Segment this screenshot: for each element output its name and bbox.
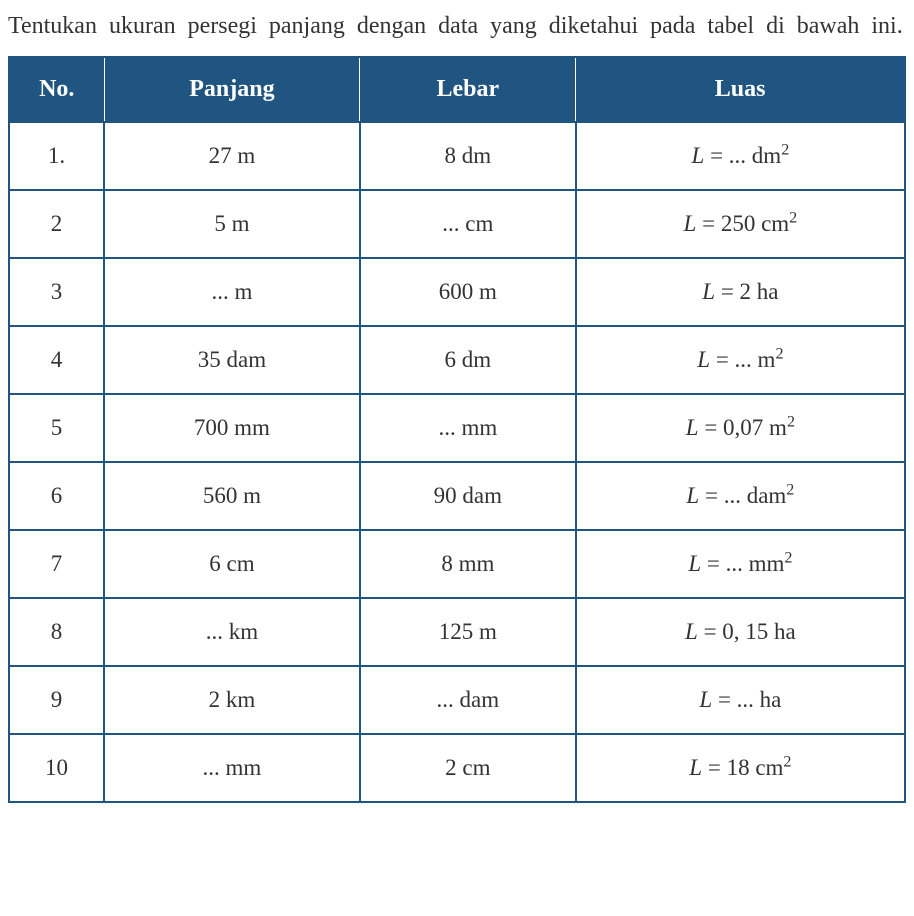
col-header-luas: Luas [576,57,905,122]
cell-lebar: 6 dm [360,326,576,394]
table-row: 435 dam6 dmL = ... m2 [9,326,905,394]
cell-lebar: 600 m [360,258,576,326]
cell-lebar: 90 dam [360,462,576,530]
table-row: 76 cm8 mmL = ... mm2 [9,530,905,598]
cell-panjang: ... km [104,598,360,666]
cell-no: 3 [9,258,104,326]
table-row: 8... km125 mL = 0, 15 ha [9,598,905,666]
cell-lebar: ... cm [360,190,576,258]
cell-lebar: ... dam [360,666,576,734]
table-row: 92 km... damL = ... ha [9,666,905,734]
cell-no: 2 [9,190,104,258]
cell-luas: L = ... mm2 [576,530,905,598]
cell-panjang: 6 cm [104,530,360,598]
cell-lebar: 2 cm [360,734,576,802]
cell-panjang: 35 dam [104,326,360,394]
cell-panjang: 5 m [104,190,360,258]
cell-no: 5 [9,394,104,462]
cell-lebar: 8 mm [360,530,576,598]
cell-luas: L = ... ha [576,666,905,734]
cell-no: 4 [9,326,104,394]
cell-panjang: 700 mm [104,394,360,462]
cell-lebar: 125 m [360,598,576,666]
cell-panjang: 560 m [104,462,360,530]
cell-luas: L = ... m2 [576,326,905,394]
table-row: 3... m600 mL = 2 ha [9,258,905,326]
table-header-row: No. Panjang Lebar Luas [9,57,905,122]
table-row: 25 m... cmL = 250 cm2 [9,190,905,258]
cell-luas: L = 2 ha [576,258,905,326]
cell-panjang: ... mm [104,734,360,802]
cell-no: 10 [9,734,104,802]
cell-lebar: 8 dm [360,122,576,190]
table-body: 1.27 m8 dmL = ... dm225 m... cmL = 250 c… [9,122,905,802]
cell-luas: L = 0, 15 ha [576,598,905,666]
col-header-no: No. [9,57,104,122]
cell-luas: L = ... dm2 [576,122,905,190]
cell-panjang: 2 km [104,666,360,734]
cell-no: 9 [9,666,104,734]
cell-luas: L = 18 cm2 [576,734,905,802]
cell-no: 1. [9,122,104,190]
cell-luas: L = 250 cm2 [576,190,905,258]
cell-luas: L = ... dam2 [576,462,905,530]
cell-luas: L = 0,07 m2 [576,394,905,462]
cell-no: 7 [9,530,104,598]
cell-no: 6 [9,462,104,530]
cell-no: 8 [9,598,104,666]
table-row: 6560 m90 damL = ... dam2 [9,462,905,530]
col-header-panjang: Panjang [104,57,360,122]
table-row: 10... mm2 cmL = 18 cm2 [9,734,905,802]
table-row: 5700 mm... mmL = 0,07 m2 [9,394,905,462]
cell-panjang: 27 m [104,122,360,190]
cell-panjang: ... m [104,258,360,326]
data-table: No. Panjang Lebar Luas 1.27 m8 dmL = ...… [8,56,906,803]
col-header-lebar: Lebar [360,57,576,122]
cell-lebar: ... mm [360,394,576,462]
table-row: 1.27 m8 dmL = ... dm2 [9,122,905,190]
instruction-text: Tentukan ukuran persegi panjang dengan d… [8,8,906,44]
